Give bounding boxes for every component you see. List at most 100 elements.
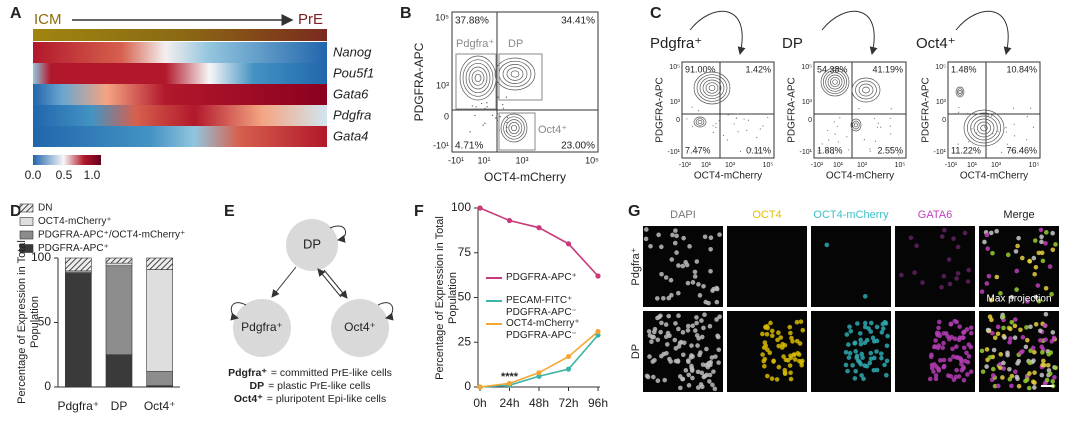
dot: [750, 148, 752, 150]
dot: [990, 115, 993, 117]
y-tick-label: 0: [808, 117, 812, 124]
data-point: [477, 205, 483, 211]
dot: [1006, 143, 1008, 145]
quadrant-pct: 41.19%: [872, 64, 903, 74]
cell: [1039, 234, 1044, 240]
cell: [879, 330, 885, 335]
cell: [707, 372, 713, 378]
cell: [769, 376, 775, 381]
cell: [1053, 365, 1058, 371]
cell: [790, 339, 795, 344]
y-tick-label: 0: [464, 379, 471, 393]
dot: [889, 117, 891, 119]
dot: [486, 106, 488, 108]
dot: [505, 130, 508, 133]
contour: [510, 70, 520, 78]
cell: [979, 289, 985, 294]
cell: [761, 358, 767, 364]
data-point: [595, 332, 601, 338]
dot: [819, 149, 821, 151]
cell: [998, 352, 1004, 357]
y-axis-label: Percentage of Expression in Total Popula…: [434, 216, 459, 380]
self-loop: [377, 302, 394, 321]
cell: [982, 239, 987, 245]
dot: [837, 141, 839, 143]
cell: [1039, 372, 1045, 378]
cell: [692, 269, 698, 275]
cell: [1049, 291, 1054, 297]
cell: [912, 270, 917, 275]
contour: [705, 82, 719, 94]
data-point: [506, 217, 513, 224]
dot: [499, 116, 501, 118]
cell: [1044, 377, 1050, 383]
cell: [884, 343, 890, 349]
cell: [762, 363, 767, 369]
cell: [659, 244, 664, 250]
cell: [988, 230, 994, 236]
micrograph: [895, 226, 975, 307]
cell: [710, 288, 715, 293]
x-tick-label: 10⁵: [895, 162, 906, 169]
cell: [674, 250, 679, 255]
plot-title: DP: [782, 35, 803, 52]
cell: [696, 336, 701, 341]
contour: [851, 77, 881, 103]
cell: [1052, 375, 1057, 380]
cell: [800, 327, 806, 333]
quadrant-pct: 1.48%: [951, 64, 977, 74]
cell: [678, 339, 684, 345]
key-term: DP: [250, 380, 265, 392]
cell: [939, 285, 944, 290]
dot: [1004, 112, 1006, 115]
contour: [855, 80, 877, 100]
dot: [484, 122, 486, 125]
cell: [984, 281, 990, 286]
cell: [648, 243, 653, 249]
contour: [494, 57, 536, 91]
x-tick-label: 10⁵: [1029, 162, 1040, 169]
plot-title: Oct4⁺: [916, 35, 956, 52]
x-tick-label: 72h: [558, 396, 578, 410]
cell: [871, 339, 877, 344]
gene-label: Gata4: [333, 128, 368, 143]
quadrant-pct: 2.55%: [877, 145, 903, 155]
cell: [656, 232, 661, 238]
gene-label: Pou5f1: [333, 65, 374, 80]
cell: [649, 339, 654, 345]
cell: [931, 369, 936, 374]
cell: [717, 314, 722, 320]
dot: [890, 108, 892, 110]
cell: [760, 352, 765, 357]
cell: [1014, 374, 1020, 380]
cell: [986, 273, 992, 279]
dot: [686, 118, 688, 120]
cell: [847, 324, 852, 330]
heatmap-row: [33, 42, 327, 63]
cell: [778, 335, 784, 340]
cell: [1043, 240, 1048, 246]
cell: [990, 366, 996, 372]
cell: [685, 358, 691, 363]
contour: [820, 67, 850, 97]
dot: [876, 126, 879, 128]
cell: [966, 342, 972, 347]
data-point: [536, 370, 542, 376]
dot: [954, 112, 956, 115]
dot: [869, 150, 871, 152]
cell: [1007, 366, 1012, 372]
cell: [1040, 362, 1045, 368]
cell: [1033, 294, 1039, 300]
cell: [991, 347, 997, 353]
cell: [997, 365, 1003, 371]
cell: [672, 337, 678, 343]
cell: [699, 318, 704, 323]
cell: [699, 334, 705, 340]
cell: [933, 338, 938, 343]
cell: [700, 362, 706, 367]
cell: [780, 341, 785, 347]
edge: [317, 268, 342, 298]
cell: [685, 328, 691, 333]
cell: [965, 372, 970, 377]
cell: [1032, 380, 1037, 385]
